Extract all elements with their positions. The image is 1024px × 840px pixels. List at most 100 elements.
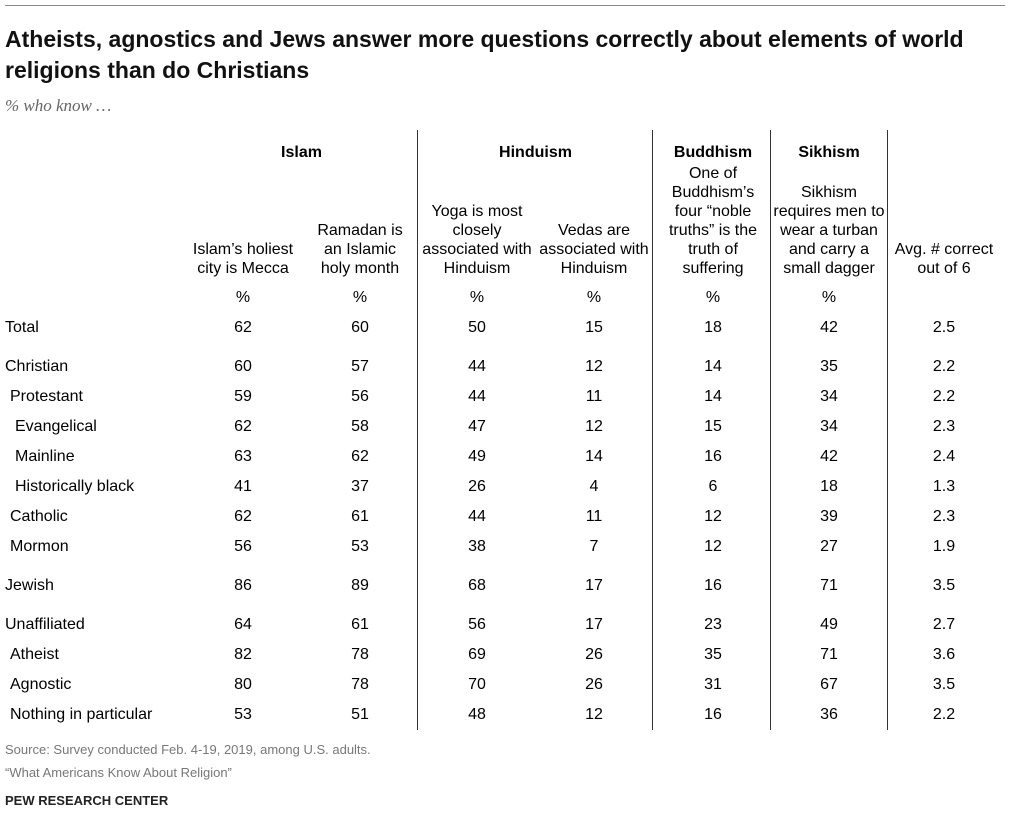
- cell-value: 3.6: [932, 646, 956, 663]
- cell-value: 14: [585, 448, 603, 465]
- cell-value: 60: [234, 358, 252, 375]
- cell-value: 68: [468, 577, 486, 594]
- cell-value: 38: [468, 538, 486, 555]
- cell-value: 12: [585, 358, 603, 375]
- cell-value: 59: [234, 388, 252, 405]
- cell-value: 2.2: [932, 706, 956, 723]
- row-label: Mainline: [15, 448, 75, 465]
- cell-value: 11: [585, 508, 603, 525]
- cell-value: 18: [704, 319, 722, 336]
- cell-value: 39: [820, 508, 838, 525]
- unit: %: [705, 289, 721, 306]
- subtitle: % who know …: [5, 96, 112, 115]
- cell-value: 44: [468, 388, 486, 405]
- cell-value: 17: [585, 616, 603, 633]
- cell-value: 44: [468, 358, 486, 375]
- row-label: Agnostic: [10, 676, 72, 693]
- row-label: Jewish: [5, 577, 54, 594]
- cell-value: 1.9: [932, 538, 956, 555]
- cell-value: 14: [704, 358, 722, 375]
- cell-value: 2.5: [932, 319, 956, 336]
- cell-value: 64: [234, 616, 252, 633]
- cell-value: 42: [820, 319, 838, 336]
- cell-value: 49: [468, 448, 486, 465]
- cell-value: 2.2: [932, 388, 956, 405]
- column-header: Sikhism requires men to wear a turban an…: [773, 184, 885, 277]
- group-header: Sikhism: [798, 144, 860, 161]
- cell-value: 89: [351, 577, 369, 594]
- cell-value: 86: [234, 577, 252, 594]
- cell-value: 61: [351, 508, 369, 525]
- cell-value: 78: [351, 646, 369, 663]
- cell-value: 42: [820, 448, 838, 465]
- cell-value: 35: [704, 646, 722, 663]
- row-label: Atheist: [10, 646, 59, 663]
- cell-value: 11: [585, 388, 603, 405]
- divider: [770, 130, 771, 730]
- cell-value: 17: [585, 577, 603, 594]
- cell-value: 2.3: [932, 418, 956, 435]
- row-label: Historically black: [15, 478, 135, 495]
- row-label: Unaffiliated: [5, 616, 85, 633]
- cell-value: 34: [820, 418, 838, 435]
- row-label: Catholic: [10, 508, 68, 525]
- divider: [887, 130, 888, 730]
- cell-value: 1.3: [932, 478, 956, 495]
- source: Source: Survey conducted Feb. 4-19, 2019…: [5, 742, 371, 757]
- cell-value: 12: [704, 508, 722, 525]
- cell-value: 70: [468, 676, 486, 693]
- divider: [652, 130, 653, 730]
- cell-value: 48: [468, 706, 486, 723]
- unit: %: [821, 289, 837, 306]
- cell-value: 80: [234, 676, 252, 693]
- divider: [417, 130, 418, 730]
- unit: %: [235, 289, 251, 306]
- cell-value: 12: [704, 538, 722, 555]
- cell-value: 26: [468, 478, 486, 495]
- cell-value: 53: [351, 538, 369, 555]
- cell-value: 67: [820, 676, 838, 693]
- row-label: Evangelical: [15, 418, 97, 435]
- group-header: Islam: [281, 144, 322, 161]
- brand: PEW RESEARCH CENTER: [5, 793, 169, 808]
- column-header: Ramadan is an Islamic holy month: [317, 222, 403, 277]
- cell-value: 12: [585, 706, 603, 723]
- cell-value: 49: [820, 616, 838, 633]
- cell-value: 7: [589, 538, 599, 555]
- cell-value: 56: [234, 538, 252, 555]
- cell-value: 57: [351, 358, 369, 375]
- cell-value: 16: [704, 448, 722, 465]
- cell-value: 50: [468, 319, 486, 336]
- cell-value: 16: [704, 577, 722, 594]
- cell-value: 2.4: [932, 448, 956, 465]
- cell-value: 36: [820, 706, 838, 723]
- unit: %: [352, 289, 368, 306]
- unit: %: [586, 289, 602, 306]
- row-label: Mormon: [10, 538, 69, 555]
- cell-value: 2.7: [932, 616, 956, 633]
- title: Atheists, agnostics and Jews answer more…: [5, 26, 964, 83]
- cell-value: 62: [234, 508, 252, 525]
- cell-value: 18: [820, 478, 838, 495]
- group-header: Hinduism: [499, 144, 572, 161]
- row-label: Nothing in particular: [10, 706, 153, 723]
- column-header: One of Buddhism’s four “noble truths” is…: [668, 165, 758, 277]
- cell-value: 71: [820, 577, 838, 594]
- cell-value: 3.5: [932, 676, 956, 693]
- cell-value: 61: [351, 616, 369, 633]
- cell-value: 4: [589, 478, 599, 495]
- cell-value: 56: [351, 388, 369, 405]
- cell-value: 62: [234, 319, 252, 336]
- cell-value: 53: [234, 706, 252, 723]
- cell-value: 6: [708, 478, 718, 495]
- cell-value: 44: [468, 508, 486, 525]
- cell-value: 35: [820, 358, 838, 375]
- cell-value: 82: [234, 646, 252, 663]
- column-header: Yoga is most closely associated with Hin…: [422, 203, 532, 277]
- top-rule: [5, 5, 1005, 6]
- cell-value: 23: [704, 616, 722, 633]
- cell-value: 3.5: [932, 577, 956, 594]
- cell-value: 12: [585, 418, 603, 435]
- cell-value: 2.2: [932, 358, 956, 375]
